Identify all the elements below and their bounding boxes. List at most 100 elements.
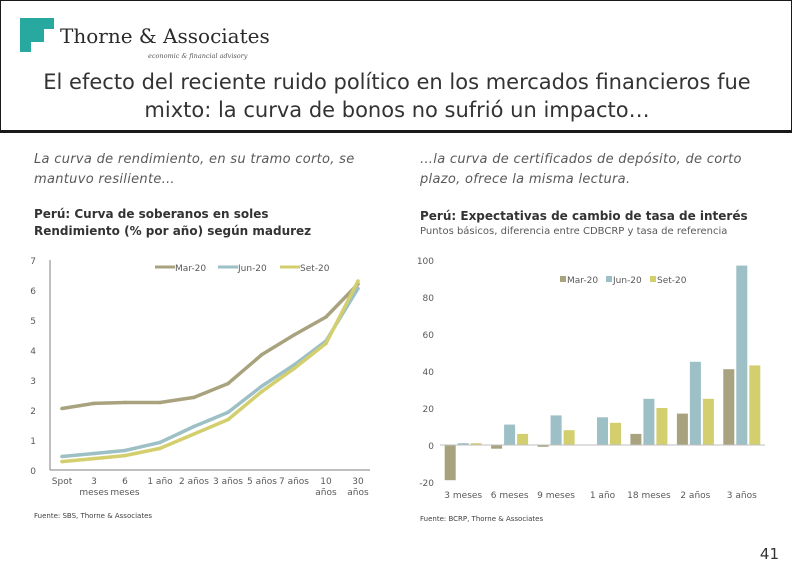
left-chart-title: Perú: Curva de soberanos en soles Rendim… <box>34 206 311 240</box>
series-line-mar-20 <box>61 282 360 411</box>
data-point-set-20 <box>158 446 162 451</box>
data-point-mar-20 <box>192 395 196 400</box>
x-tick-label: 2 años <box>680 491 710 501</box>
bar-mar-20 <box>444 445 456 481</box>
legend-label-set-20: Set-20 <box>300 264 330 274</box>
bar-mar-20 <box>537 445 549 447</box>
y-tick-label: 0 <box>30 467 36 477</box>
brand-name: Thorne & Associates <box>60 24 270 48</box>
data-point-set-20 <box>324 341 328 346</box>
x-tick-label-line: 7 años <box>279 477 309 487</box>
x-tick-label: 7 años <box>279 477 309 487</box>
data-point-set-20 <box>60 459 64 464</box>
y-tick-label: 7 <box>30 257 36 267</box>
x-tick-label: 3 años <box>213 477 243 487</box>
x-tick-label: 18 meses <box>627 491 671 501</box>
right-chart-subtitle: Puntos básicos, diferencia entre CDBCRP … <box>420 226 728 237</box>
x-tick-label: 6 meses <box>110 477 140 498</box>
x-tick-label-line: meses <box>110 488 140 498</box>
bar-jun-20 <box>643 398 655 446</box>
x-tick-label-line: años <box>347 488 369 498</box>
left-chart-title-line-1: Perú: Curva de soberanos en soles <box>34 207 269 221</box>
x-tick-label: 10 años <box>315 477 337 498</box>
data-point-mar-20 <box>226 381 230 386</box>
legend-label-jun-20: Jun-20 <box>612 276 642 286</box>
bar-set-20 <box>749 365 761 445</box>
right-intro-line-1: …la curva de certificados de depósito, d… <box>420 152 742 167</box>
y-tick-label: 0 <box>428 442 434 452</box>
bar-jun-20 <box>736 265 748 445</box>
x-tick-label: 2 años <box>179 477 209 487</box>
y-tick-label: 5 <box>30 317 36 327</box>
bar-set-20 <box>656 408 668 445</box>
data-point-jun-20 <box>356 286 360 291</box>
y-tick-label: -20 <box>419 479 434 489</box>
bar-set-20 <box>702 398 714 446</box>
data-point-set-20 <box>292 366 296 371</box>
bar-jun-20 <box>457 443 469 445</box>
legend-label-mar-20: Mar-20 <box>175 264 206 274</box>
right-source: Fuente: BCRP, Thorne & Associates <box>420 515 544 523</box>
x-tick-label-line: 10 <box>320 477 332 487</box>
legend-label-mar-20: Mar-20 <box>567 276 598 286</box>
page-title: El efecto del reciente ruido político en… <box>0 68 794 124</box>
bar-jun-20 <box>550 415 562 445</box>
bar-set-20 <box>563 430 575 445</box>
data-point-set-20 <box>123 453 127 458</box>
x-tick-label-line: 6 <box>122 477 128 487</box>
left-intro: La curva de rendimiento, en su tramo cor… <box>34 150 355 190</box>
data-point-set-20 <box>226 417 230 422</box>
x-tick-label: 1 año <box>147 477 173 487</box>
right-chart-title: Perú: Expectativas de cambio de tasa de … <box>420 209 748 223</box>
legend-swatch-mar-20 <box>560 276 566 282</box>
series-line-jun-20 <box>61 287 360 459</box>
legend-label-set-20: Set-20 <box>657 276 687 286</box>
brand-logo-icon <box>20 18 54 52</box>
y-tick-label: 20 <box>423 405 435 415</box>
bar-jun-20 <box>689 361 701 445</box>
y-tick-label: 80 <box>423 294 435 304</box>
x-tick-label: 1 año <box>590 491 616 501</box>
data-point-mar-20 <box>324 315 328 319</box>
brand-tagline: economic & financial advisory <box>148 52 248 60</box>
x-tick-label: 3 meses <box>79 477 109 498</box>
bar-set-20 <box>517 433 529 445</box>
x-tick-label-line: 30 <box>352 477 364 487</box>
x-tick-label: 6 meses <box>491 491 529 501</box>
data-point-mar-20 <box>60 406 64 411</box>
x-tick-label-line: 1 año <box>147 477 173 487</box>
header-frame <box>0 0 792 133</box>
right-intro-line-2: plazo, ofrece la misma lectura. <box>420 172 631 187</box>
data-point-jun-20 <box>260 384 264 388</box>
x-tick-label-line: años <box>315 488 337 498</box>
y-tick-label: 4 <box>30 347 36 357</box>
rate-expectations-chart: -20 0 20 40 60 80 100 3 meses 6 meses 9 meses 1 añ… <box>417 257 765 501</box>
left-intro-line-2: mantuvo resiliente… <box>34 172 175 187</box>
x-tick-label: 3 años <box>727 491 757 501</box>
y-tick-label: 2 <box>30 407 36 417</box>
y-tick-label: 1 <box>30 437 36 447</box>
page-title-line-2: mixto: la curva de bonos no sufrió un im… <box>144 98 650 122</box>
data-point-jun-20 <box>226 410 230 415</box>
data-point-jun-20 <box>60 454 64 459</box>
x-tick-label: 30 años <box>347 477 369 498</box>
left-source: Fuente: SBS, Thorne & Associates <box>34 512 153 520</box>
x-tick-label-line: Spot <box>52 477 73 487</box>
page-number: 41 <box>759 545 779 563</box>
x-tick-label: 9 meses <box>537 491 575 501</box>
x-tick-label: 5 años <box>247 477 277 487</box>
left-intro-line-1: La curva de rendimiento, en su tramo cor… <box>34 152 355 167</box>
y-tick-label: 40 <box>423 368 435 378</box>
bar-jun-20 <box>504 424 516 445</box>
data-point-set-20 <box>192 432 196 436</box>
x-tick-label: 3 meses <box>444 491 482 501</box>
bar-mar-20 <box>630 433 642 445</box>
data-point-mar-20 <box>292 333 296 337</box>
data-point-mar-20 <box>92 401 96 406</box>
bar-mar-20 <box>491 445 503 449</box>
x-tick-label-line: 3 años <box>213 477 243 487</box>
y-tick-label: 100 <box>417 257 434 267</box>
data-point-mar-20 <box>123 400 127 405</box>
data-point-mar-20 <box>158 400 162 405</box>
bar-set-20 <box>610 422 621 445</box>
